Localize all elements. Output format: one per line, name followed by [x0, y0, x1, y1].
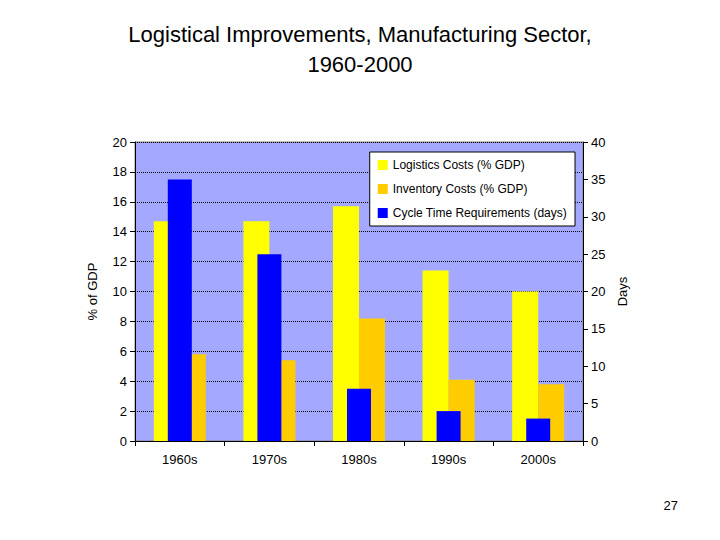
svg-text:Logistics Costs (% GDP): Logistics Costs (% GDP) — [393, 158, 525, 172]
svg-text:14: 14 — [113, 224, 127, 239]
svg-text:Days: Days — [615, 276, 630, 306]
svg-text:20: 20 — [113, 135, 127, 150]
svg-text:40: 40 — [591, 135, 605, 150]
svg-text:2000s: 2000s — [520, 452, 556, 467]
svg-text:30: 30 — [591, 209, 605, 224]
svg-text:4: 4 — [120, 374, 127, 389]
svg-text:1980s: 1980s — [341, 452, 377, 467]
svg-text:0: 0 — [120, 434, 127, 449]
svg-text:1960-2000: 1960-2000 — [307, 52, 412, 77]
svg-text:% of GDP: % of GDP — [85, 263, 100, 321]
svg-text:0: 0 — [591, 434, 598, 449]
svg-text:Logistical Improvements, Manuf: Logistical Improvements, Manufacturing S… — [128, 22, 591, 47]
svg-text:8: 8 — [120, 314, 127, 329]
svg-text:Cycle Time Requirements (days): Cycle Time Requirements (days) — [393, 206, 567, 220]
svg-text:25: 25 — [591, 247, 605, 262]
svg-text:12: 12 — [113, 254, 127, 269]
svg-text:6: 6 — [120, 344, 127, 359]
svg-text:5: 5 — [591, 396, 598, 411]
svg-text:20: 20 — [591, 284, 605, 299]
svg-text:10: 10 — [591, 359, 605, 374]
svg-text:10: 10 — [113, 284, 127, 299]
svg-text:35: 35 — [591, 172, 605, 187]
svg-text:2: 2 — [120, 404, 127, 419]
svg-text:15: 15 — [591, 321, 605, 336]
svg-text:18: 18 — [113, 164, 127, 179]
svg-text:1960s: 1960s — [162, 452, 198, 467]
svg-text:1970s: 1970s — [252, 452, 288, 467]
svg-text:1990s: 1990s — [431, 452, 467, 467]
svg-text:27: 27 — [664, 498, 678, 513]
svg-text:16: 16 — [113, 194, 127, 209]
svg-text:Inventory Costs (% GDP): Inventory Costs (% GDP) — [393, 182, 528, 196]
